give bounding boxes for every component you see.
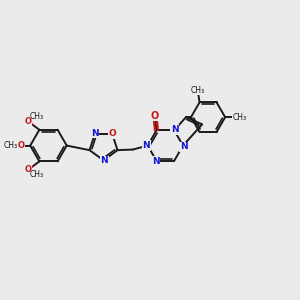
Text: CH₃: CH₃: [233, 113, 247, 122]
Text: O: O: [151, 111, 159, 121]
Text: N: N: [180, 142, 188, 151]
Text: N: N: [152, 157, 160, 166]
Text: N: N: [171, 125, 178, 134]
Text: CH₃: CH₃: [191, 85, 205, 94]
Text: N: N: [91, 129, 99, 138]
Text: O: O: [25, 117, 32, 126]
Text: CH₃: CH₃: [29, 170, 44, 179]
Text: N: N: [100, 156, 108, 165]
Text: CH₃: CH₃: [4, 141, 18, 150]
Text: N: N: [142, 141, 150, 150]
Text: CH₃: CH₃: [29, 112, 44, 121]
Text: O: O: [109, 129, 117, 138]
Text: O: O: [25, 165, 32, 174]
Text: O: O: [17, 141, 24, 150]
